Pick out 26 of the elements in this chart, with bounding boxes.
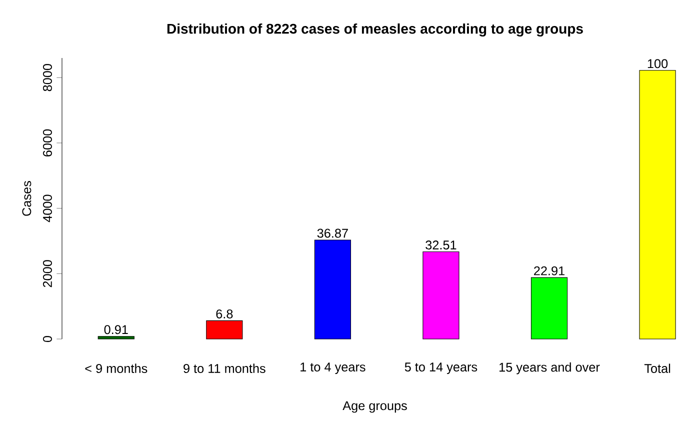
y-tick-label: 2000 <box>42 260 52 288</box>
x-tick-label: < 9 months <box>85 364 148 373</box>
annotation: 32.51 <box>426 240 456 250</box>
chart-title: Distribution of 8223 cases of measles according to age groups <box>167 23 583 37</box>
bar <box>639 70 676 340</box>
y-tick-label: 0 <box>42 336 52 342</box>
x-axis-title: Age groups <box>342 401 407 413</box>
y-tick-label: 6000 <box>42 129 52 156</box>
y-axis-title: Cases <box>22 181 32 216</box>
annotation: 100 <box>648 59 668 68</box>
annotation: 22.91 <box>534 266 564 276</box>
annotation: 36.87 <box>317 228 348 238</box>
x-tick-label: 5 to 14 years <box>404 362 478 374</box>
bar <box>422 251 460 340</box>
y-tick-label: 4000 <box>42 194 52 222</box>
bar <box>206 320 243 340</box>
x-tick-label: 1 to 4 years <box>300 362 366 374</box>
bar <box>530 277 568 340</box>
x-tick-label: 15 years and over <box>500 362 600 374</box>
y-tick-label: 8000 <box>42 64 52 92</box>
annotation: 6.8 <box>216 309 233 318</box>
x-tick-label: Total <box>644 364 670 373</box>
x-tick-label: 9 to 11 months <box>184 364 266 373</box>
bar <box>98 336 134 340</box>
annotation: 0.91 <box>104 325 128 334</box>
bar <box>314 240 351 340</box>
